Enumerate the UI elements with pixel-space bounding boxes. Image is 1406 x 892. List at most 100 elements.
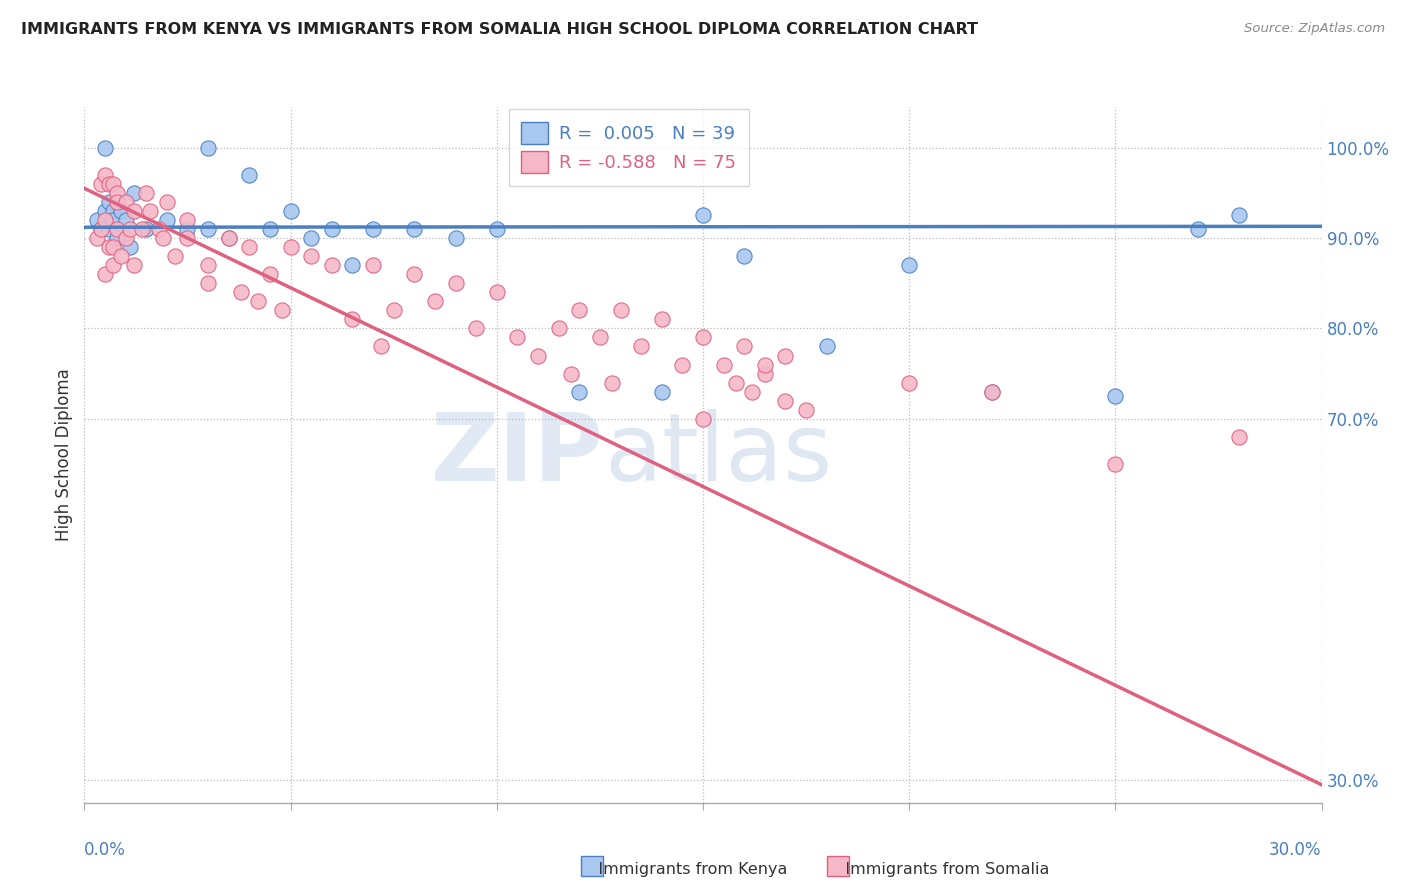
Point xyxy=(94,141,117,155)
Point xyxy=(110,249,132,263)
Point xyxy=(152,231,174,245)
Point xyxy=(118,222,141,236)
Point xyxy=(271,303,294,318)
Point xyxy=(724,376,747,390)
Text: IMMIGRANTS FROM KENYA VS IMMIGRANTS FROM SOMALIA HIGH SCHOOL DIPLOMA CORRELATION: IMMIGRANTS FROM KENYA VS IMMIGRANTS FROM… xyxy=(21,22,979,37)
Point xyxy=(135,186,157,200)
Point xyxy=(713,358,735,372)
Text: Immigrants from Kenya: Immigrants from Kenya xyxy=(583,863,787,877)
Point xyxy=(105,194,128,209)
Point xyxy=(176,222,198,236)
Text: 30.0%: 30.0% xyxy=(1270,841,1322,859)
Point xyxy=(103,203,125,218)
Point xyxy=(114,213,136,227)
Point xyxy=(122,203,145,218)
Point xyxy=(114,231,136,245)
Point xyxy=(692,330,714,344)
Point xyxy=(98,222,121,236)
Point xyxy=(600,376,623,390)
Point xyxy=(382,303,405,318)
Point xyxy=(651,384,673,399)
Point xyxy=(444,231,467,245)
Text: atlas: atlas xyxy=(605,409,832,501)
Point xyxy=(259,222,281,236)
Point xyxy=(114,194,136,209)
Point xyxy=(1187,222,1209,236)
Text: 0.0%: 0.0% xyxy=(84,841,127,859)
Point xyxy=(90,177,112,191)
Point xyxy=(197,258,219,272)
Point xyxy=(176,231,198,245)
Point xyxy=(815,339,838,353)
Text: ZIP: ZIP xyxy=(432,409,605,501)
Point xyxy=(280,240,302,254)
Point xyxy=(218,231,240,245)
Point xyxy=(238,168,260,182)
Point xyxy=(692,209,714,223)
Point xyxy=(465,321,488,335)
Point xyxy=(609,303,631,318)
Point xyxy=(361,258,384,272)
Point xyxy=(103,240,125,254)
Point xyxy=(568,303,591,318)
Point xyxy=(299,249,322,263)
Point xyxy=(103,177,125,191)
Point xyxy=(131,222,153,236)
Point xyxy=(98,240,121,254)
Point xyxy=(321,222,343,236)
Text: Immigrants from Somalia: Immigrants from Somalia xyxy=(830,863,1049,877)
Point xyxy=(105,222,128,236)
Point xyxy=(980,384,1002,399)
Point xyxy=(98,177,121,191)
Point xyxy=(733,339,755,353)
Point xyxy=(98,194,121,209)
Point xyxy=(342,258,364,272)
Point xyxy=(741,384,763,399)
Point xyxy=(135,222,157,236)
Point xyxy=(1104,389,1126,403)
Point xyxy=(754,367,776,381)
Point xyxy=(404,267,426,281)
Point xyxy=(94,203,117,218)
Point xyxy=(444,277,467,291)
Point xyxy=(775,393,797,408)
Point xyxy=(90,222,112,236)
Point xyxy=(560,367,582,381)
Point xyxy=(361,222,384,236)
Point xyxy=(980,384,1002,399)
Point xyxy=(506,330,529,344)
Point xyxy=(176,213,198,227)
Point xyxy=(197,141,219,155)
Point xyxy=(1227,430,1250,444)
Text: Source: ZipAtlas.com: Source: ZipAtlas.com xyxy=(1244,22,1385,36)
Point xyxy=(1227,209,1250,223)
Point xyxy=(103,258,125,272)
Point xyxy=(775,349,797,363)
Point xyxy=(671,358,693,372)
Point xyxy=(118,240,141,254)
Point xyxy=(156,213,179,227)
Point xyxy=(898,258,921,272)
Point xyxy=(122,186,145,200)
Point xyxy=(103,213,125,227)
Point xyxy=(122,258,145,272)
Point xyxy=(94,267,117,281)
Point xyxy=(94,213,117,227)
Point xyxy=(105,186,128,200)
Point xyxy=(156,194,179,209)
Bar xyxy=(827,856,849,876)
Point xyxy=(485,222,508,236)
Point xyxy=(197,222,219,236)
Point xyxy=(754,358,776,372)
Point xyxy=(229,285,252,300)
Point xyxy=(90,222,112,236)
Point xyxy=(165,249,187,263)
Point xyxy=(568,384,591,399)
Point xyxy=(139,203,162,218)
Point xyxy=(105,231,128,245)
Point xyxy=(485,285,508,300)
Point xyxy=(794,402,817,417)
Point xyxy=(342,312,364,326)
Point xyxy=(1104,457,1126,471)
Point xyxy=(238,240,260,254)
